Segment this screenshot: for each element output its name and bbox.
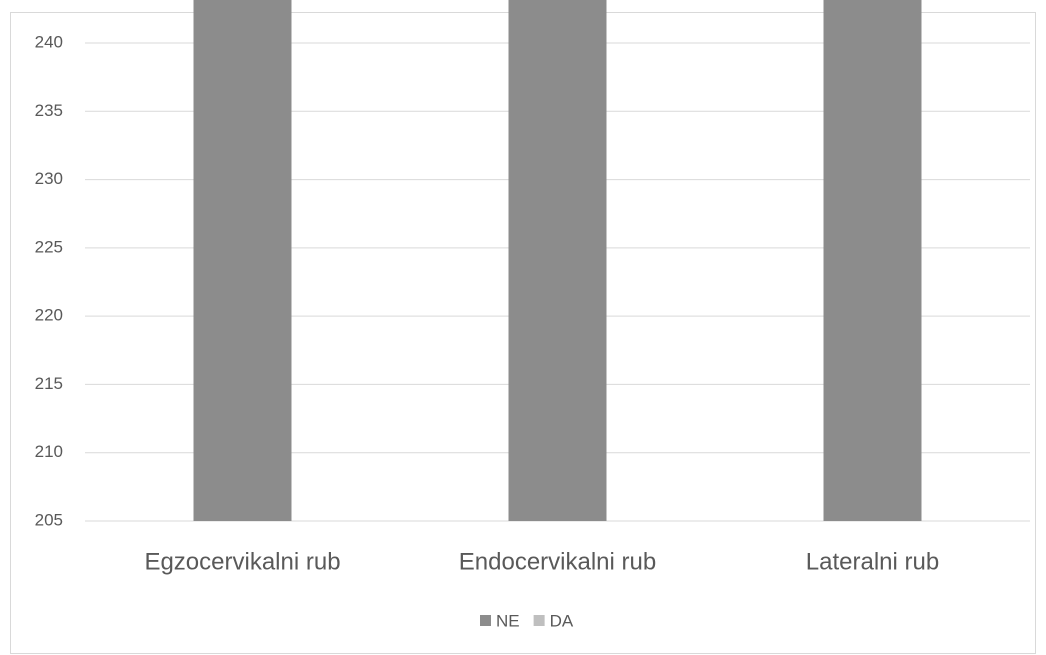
bar-segment bbox=[508, 0, 607, 521]
legend-label: DA bbox=[550, 611, 574, 630]
y-tick-label: 240 bbox=[35, 32, 63, 51]
x-tick-label: Egzocervikalni rub bbox=[144, 548, 340, 575]
legend-swatch bbox=[480, 615, 491, 626]
bar-segment bbox=[193, 0, 292, 521]
x-tick-label: Endocervikalni rub bbox=[459, 548, 656, 575]
y-tick-label: 210 bbox=[35, 442, 63, 461]
legend-swatch bbox=[533, 615, 545, 626]
x-tick-label: Lateralni rub bbox=[806, 548, 939, 575]
y-tick-label: 225 bbox=[35, 237, 63, 256]
y-tick-label: 215 bbox=[35, 374, 63, 393]
y-tick-label: 220 bbox=[35, 306, 63, 325]
bar-segment bbox=[823, 0, 922, 521]
legend-label: NE bbox=[496, 611, 520, 630]
y-tick-label: 235 bbox=[35, 101, 63, 120]
y-tick-label: 230 bbox=[35, 169, 63, 188]
y-tick-label: 205 bbox=[35, 510, 63, 529]
